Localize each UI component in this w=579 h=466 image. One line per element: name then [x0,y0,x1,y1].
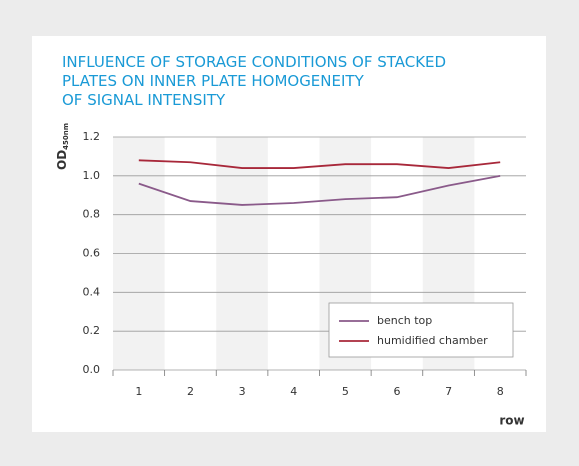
x-tick-label: 7 [445,385,452,398]
y-tick-label: 0.4 [83,285,101,298]
x-tick-label: 6 [393,385,400,398]
x-tick-label: 8 [497,385,504,398]
legend-label: bench top [377,314,432,327]
y-tick-label: 1.2 [83,130,101,143]
x-tick-label: 3 [239,385,246,398]
series-line [138,174,501,206]
y-axis-label: OD450nm [55,123,71,170]
legend-label: humidified chamber [377,334,488,347]
y-axis-label-sub: 450nm [62,123,70,150]
plot-area: 0.0 0.2 0.4 0.6 0.8 1.0 1.2 1 2 3 4 5 6 7 8 bench top hu… [83,130,527,398]
y-tick-label: 1.0 [83,169,101,182]
y-tick-label: 0.0 [83,363,101,376]
x-tick-label: 4 [290,385,297,398]
legend-box [328,302,514,358]
y-tick-label: 0.8 [83,208,101,221]
x-axis-label: row [499,414,524,428]
y-axis-label-main: OD [55,150,69,170]
x-tick-label: 1 [135,385,142,398]
y-tick-label: 0.6 [83,247,101,260]
y-tick-label: 0.2 [83,324,101,337]
x-tick-label: 2 [187,385,194,398]
chart-title: PLATES ON INNER PLATE HOMOGENEITY [62,72,365,90]
series-line [138,159,501,169]
x-tick-label: 5 [342,385,349,398]
chart-title: INFLUENCE OF STORAGE CONDITIONS OF STACK… [62,53,446,71]
chart-title: OF SIGNAL INTENSITY [62,91,226,109]
